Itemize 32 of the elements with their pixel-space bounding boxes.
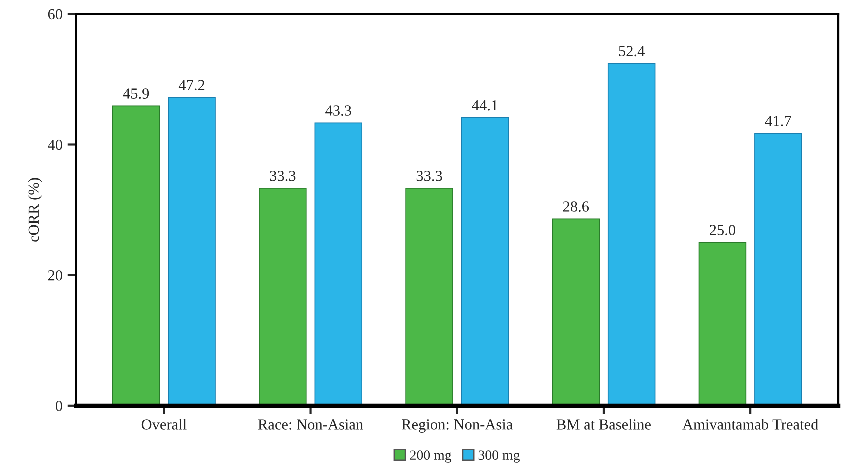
x-tick-label: Amivantamab Treated: [682, 419, 818, 430]
y-tick-label: 40: [48, 140, 62, 150]
legend-label: 300 mg: [478, 450, 520, 463]
legend-label: 200 mg: [410, 450, 452, 463]
x-tick-label: Race: Non-Asian: [258, 420, 364, 430]
data-label: 25.0: [710, 225, 736, 236]
data-label: 45.9: [123, 88, 150, 100]
data-label: 43.3: [326, 106, 352, 116]
bar: [259, 188, 307, 406]
y-tick-label: 20: [48, 270, 62, 281]
data-label: 33.3: [270, 170, 296, 182]
data-label: 44.1: [472, 100, 498, 111]
x-tick-label: Overall: [142, 419, 187, 430]
bar: [168, 97, 216, 406]
bar: [112, 106, 160, 406]
y-axis-title: cORR (%): [28, 178, 42, 242]
bar: [698, 242, 747, 406]
x-tick-label: Region: Non-Asia: [402, 420, 513, 433]
data-label: 52.4: [619, 46, 645, 57]
bar: [461, 118, 510, 406]
bar: [608, 63, 656, 406]
x-tick-label: BM at Baseline: [556, 419, 651, 430]
data-label: 33.3: [416, 170, 442, 182]
y-tick-label: 0: [56, 401, 62, 412]
data-label: 47.2: [178, 80, 205, 91]
bar: [552, 218, 600, 406]
data-label: 28.6: [563, 202, 590, 212]
bar: [406, 188, 454, 406]
bar: [314, 122, 363, 406]
y-tick-label: 60: [48, 9, 62, 20]
data-label: 41.7: [765, 116, 792, 126]
bar: [754, 133, 802, 406]
